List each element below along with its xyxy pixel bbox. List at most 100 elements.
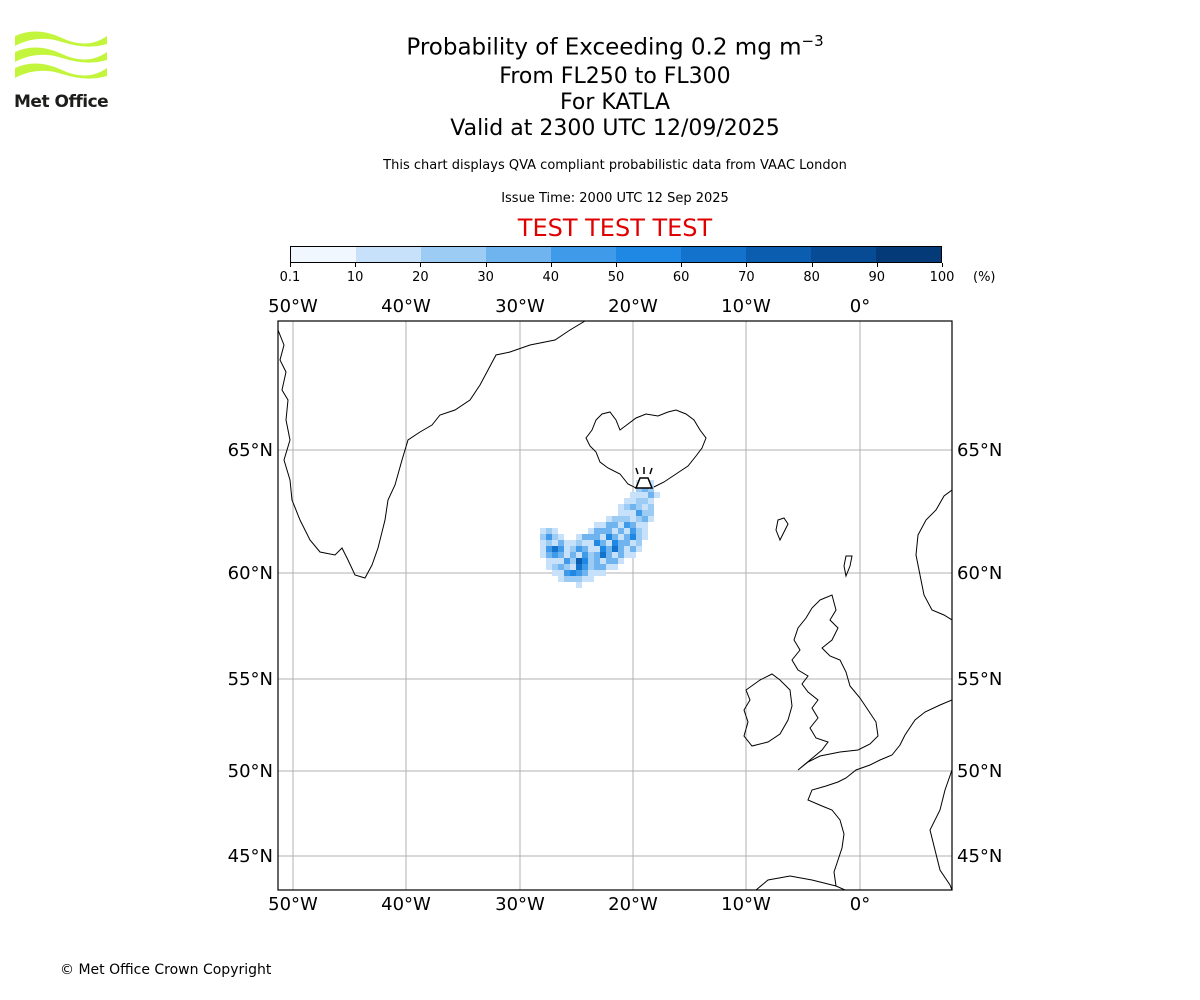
plume-cell — [588, 564, 594, 570]
plume-cell — [648, 516, 654, 522]
plume-cell — [576, 558, 582, 564]
colorbar-tick — [616, 263, 617, 267]
plume-cell — [648, 504, 654, 510]
plume-cell — [552, 528, 558, 534]
colorbar-tick-label: 70 — [738, 270, 755, 285]
plume-cell — [540, 534, 546, 540]
plume-cell — [576, 570, 582, 576]
latitude-label: 65°N — [228, 440, 273, 461]
plume-cell — [618, 534, 624, 540]
plume-cell — [600, 528, 606, 534]
issue-time: Issue Time: 2000 UTC 12 Sep 2025 — [501, 191, 729, 206]
plume-cell — [606, 522, 612, 528]
plume-cell — [546, 528, 552, 534]
plume-cell — [564, 558, 570, 564]
latitude-label: 55°N — [957, 669, 1002, 690]
coastline-greenland — [278, 321, 586, 579]
colorbar-tick-label: 10 — [346, 270, 364, 285]
plume-cell — [546, 546, 552, 552]
plume-cell — [570, 558, 576, 564]
longitude-label: 50°W — [268, 296, 318, 317]
plume-cell — [564, 552, 570, 558]
longitude-label: 10°W — [721, 296, 771, 317]
plume-cell — [588, 528, 594, 534]
plume-cell — [630, 522, 636, 528]
plume-cell — [648, 480, 654, 486]
plume-cell — [540, 552, 546, 558]
plume-cell — [594, 552, 600, 558]
plume-cell — [576, 564, 582, 570]
plume-cell — [564, 540, 570, 546]
plume-cell — [636, 516, 642, 522]
plume-cell — [630, 540, 636, 546]
plume-cell — [624, 498, 630, 504]
plume-cell — [630, 552, 636, 558]
plume-cell — [642, 504, 648, 510]
plume-cell — [594, 546, 600, 552]
plume-cell — [612, 564, 618, 570]
plume-cell — [606, 516, 612, 522]
subtitle-volcano: For KATLA — [560, 90, 670, 115]
plume-cell — [630, 492, 636, 498]
plume-cell — [636, 534, 642, 540]
plume-cell — [636, 498, 642, 504]
plume-cell — [558, 540, 564, 546]
plume-cell — [636, 504, 642, 510]
plume-cell — [552, 534, 558, 540]
colorbar-tick-label: 30 — [477, 270, 494, 285]
longitude-labels-top: 50°W 40°W 30°W 20°W 10°W 0° — [268, 296, 870, 317]
subtitle-valid-time: Valid at 2300 UTC 12/09/2025 — [450, 116, 780, 141]
plume-cell — [624, 534, 630, 540]
longitude-label: 0° — [850, 296, 870, 317]
plume-cell — [642, 534, 648, 540]
plume-cell — [546, 564, 552, 570]
plume-cell — [558, 576, 564, 582]
plume-cell — [588, 534, 594, 540]
plume-cell — [612, 540, 618, 546]
plume-cell — [564, 576, 570, 582]
plume-cell — [624, 510, 630, 516]
plume-cell — [630, 498, 636, 504]
plume-cell — [546, 558, 552, 564]
plume-cell — [636, 546, 642, 552]
colorbar-tick — [942, 263, 943, 267]
plume-cell — [630, 546, 636, 552]
plume-cell — [588, 558, 594, 564]
plume-cell — [576, 546, 582, 552]
plume-cell — [642, 528, 648, 534]
plume-cell — [600, 540, 606, 546]
colorbar-tick — [485, 263, 487, 267]
plume-cell — [624, 552, 630, 558]
coastlines — [278, 321, 952, 890]
longitude-labels-bottom: 50°W 40°W 30°W 20°W 10°W 0° — [268, 894, 870, 915]
longitude-label: 0° — [850, 894, 870, 915]
plume-cell — [576, 576, 582, 582]
plume-cell — [618, 510, 624, 516]
graticule — [278, 321, 952, 890]
plume-cell — [636, 510, 642, 516]
plume-cell — [582, 534, 588, 540]
plume-cell — [630, 528, 636, 534]
plume-cell — [618, 552, 624, 558]
plume-cell — [600, 546, 606, 552]
logo-wordmark: Met Office — [14, 92, 109, 112]
plume-cell — [564, 570, 570, 576]
coastline-norway — [915, 489, 952, 621]
plume-cell — [570, 540, 576, 546]
plume-cell — [612, 546, 618, 552]
plume-cell — [552, 558, 558, 564]
page-title: Probability of Exceeding 0.2 mg m−3 — [0, 28, 1200, 61]
plume-cell — [612, 522, 618, 528]
plume-cell — [618, 522, 624, 528]
colorbar-tick-label: 80 — [803, 270, 820, 285]
latitude-labels-right: 65°N 60°N 55°N 50°N 45°N — [957, 440, 1002, 867]
colorbar-tick-label: 50 — [607, 270, 625, 285]
title-superscript: −3 — [801, 32, 824, 50]
plume-cell — [642, 516, 648, 522]
plume-cell — [540, 546, 546, 552]
coastline-faroe — [775, 517, 789, 542]
test-banner: TEST TEST TEST — [517, 214, 713, 242]
plume-cell — [606, 528, 612, 534]
plume-cell — [636, 540, 642, 546]
